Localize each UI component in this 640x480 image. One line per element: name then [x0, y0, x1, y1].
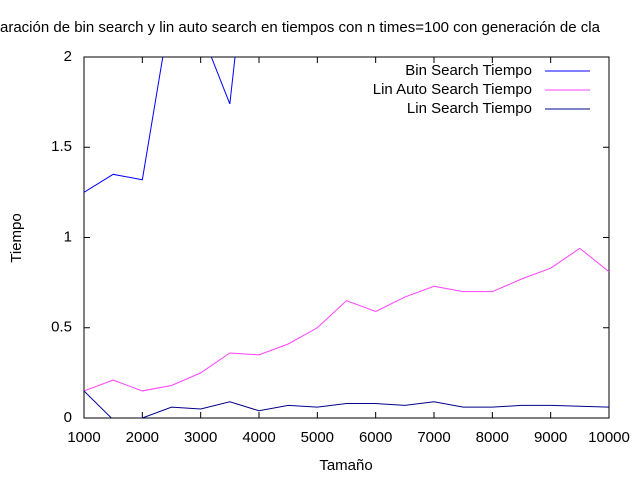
y-tick-label: 2: [64, 48, 72, 65]
y-axis-label: Tiempo: [8, 213, 25, 262]
legend-label: Lin Search Tiempo: [407, 100, 532, 117]
x-tick-label: 1000: [67, 429, 100, 446]
y-tick-label: 1: [64, 228, 72, 245]
x-tick-label: 9000: [534, 429, 567, 446]
plot-area: [84, 57, 609, 418]
x-tick-label: 4000: [242, 429, 275, 446]
y-tick-label: 0: [64, 409, 72, 426]
x-tick-label: 8000: [476, 429, 509, 446]
legend-label: Bin Search Tiempo: [405, 62, 532, 79]
legend-label: Lin Auto Search Tiempo: [373, 81, 532, 98]
x-tick-label: 7000: [417, 429, 450, 446]
series-line: [84, 57, 236, 193]
x-tick-label: 6000: [359, 429, 392, 446]
y-tick-label: 0.5: [51, 319, 72, 336]
x-tick-label: 3000: [184, 429, 217, 446]
series-line: [84, 247, 609, 392]
chart-title: aración de bin search y lin auto search …: [0, 19, 601, 36]
x-tick-label: 5000: [301, 429, 334, 446]
series-line: [84, 390, 609, 418]
x-axis-label: Tamaño: [319, 457, 372, 474]
x-tick-label: 2000: [126, 429, 159, 446]
y-tick-label: 1.5: [51, 138, 72, 155]
x-tick-label: 10000: [588, 429, 630, 446]
